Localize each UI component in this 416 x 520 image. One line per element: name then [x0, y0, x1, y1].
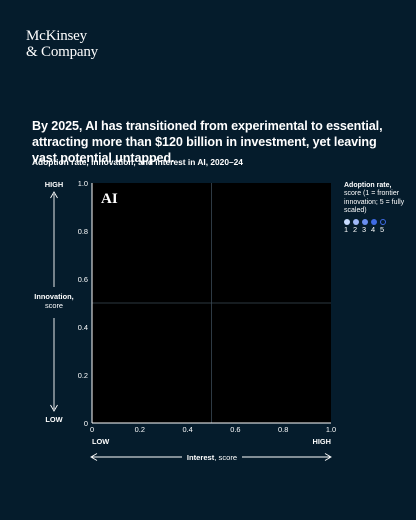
- legend-dots: [344, 218, 416, 225]
- x-axis-label-suffix: , score: [214, 453, 237, 462]
- legend-dot-2: [353, 218, 359, 225]
- legend: Adoption rate, score (1 = frontier innov…: [344, 182, 416, 234]
- chart-title: Adoption rate, innovation, and interest …: [32, 157, 243, 167]
- x-tick-labels: 0 0.2 0.4 0.6 0.8 1.0: [90, 425, 336, 434]
- legend-number: 2: [353, 224, 358, 234]
- brand-line-1: McKinsey: [26, 28, 87, 44]
- legend-number: 4: [371, 224, 376, 234]
- y-tick-label: 0: [84, 419, 88, 428]
- panel-label: AI: [101, 191, 118, 207]
- y-tick-label: 0.4: [78, 323, 88, 332]
- legend-number: 3: [362, 224, 367, 234]
- x-tick-label: 0: [90, 425, 94, 434]
- y-axis-label-suffix: score: [45, 301, 63, 310]
- y-tick-labels: 0 0.2 0.4 0.6 0.8 1.0: [78, 179, 88, 428]
- legend-dot-1: [344, 218, 350, 225]
- x-axis-arrow: [90, 453, 332, 461]
- x-high-label: HIGH: [313, 437, 331, 446]
- y-axis-arrow: [50, 191, 58, 412]
- y-tick-label: 1.0: [78, 179, 88, 188]
- legend-number: 1: [344, 224, 349, 234]
- y-low-label: LOW: [45, 415, 62, 424]
- y-tick-label: 0.8: [78, 227, 88, 236]
- headline: By 2025, AI has transitioned from experi…: [32, 119, 383, 165]
- mckinsey-logo: McKinsey & Company: [26, 28, 98, 60]
- legend-dot-3: [362, 218, 368, 225]
- legend-subtitle: score (1 = frontier innovation; 5 = full…: [344, 190, 405, 215]
- legend-dot-4: [371, 218, 377, 225]
- x-low-label: LOW: [92, 437, 109, 446]
- x-axis-label: Interest, score: [187, 453, 237, 462]
- x-tick-label: 0.6: [230, 425, 240, 434]
- x-tick-label: 0.8: [278, 425, 288, 434]
- brand-line-2: & Company: [26, 44, 98, 60]
- y-high-label: HIGH: [45, 180, 63, 189]
- y-tick-label: 0.2: [78, 371, 88, 380]
- x-tick-label: 1.0: [326, 425, 336, 434]
- legend-title: Adoption rate,: [344, 182, 392, 189]
- y-tick-label: 0.6: [78, 275, 88, 284]
- x-axis-label-main: Interest: [187, 453, 215, 462]
- legend-dot-5: [380, 218, 386, 225]
- x-tick-label: 0.4: [182, 425, 192, 434]
- x-tick-label: 0.2: [135, 425, 145, 434]
- legend-number: 5: [380, 224, 385, 234]
- y-axis-label: Innovation,: [34, 292, 73, 301]
